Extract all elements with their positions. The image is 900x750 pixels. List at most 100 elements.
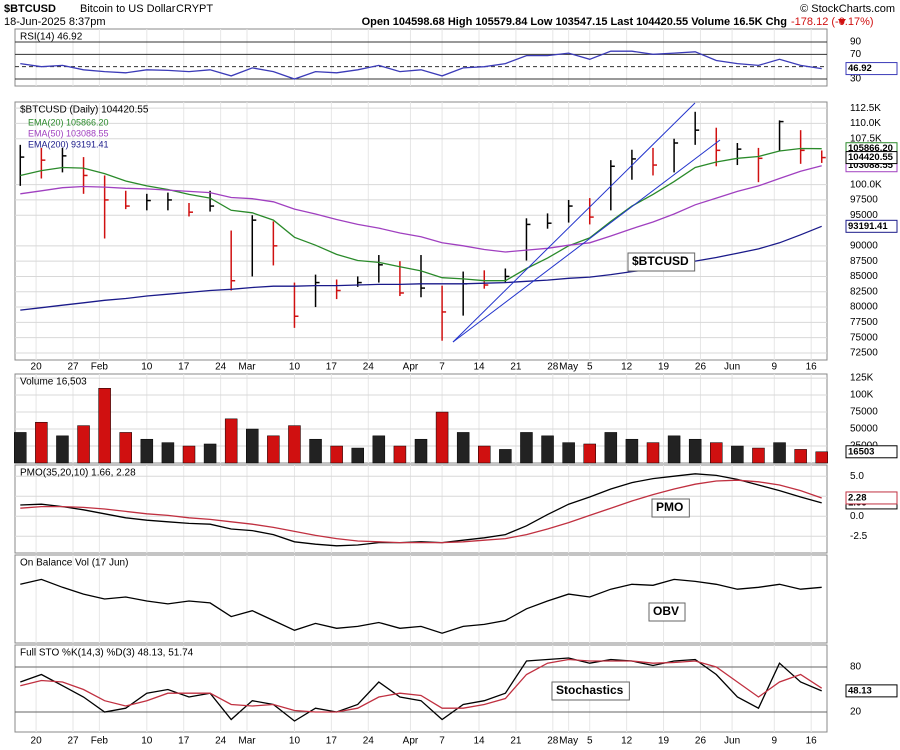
volume-bar — [203, 443, 217, 464]
x-tick-label: 21 — [510, 362, 522, 373]
volume-bar — [752, 447, 765, 464]
y-tick-label: 125K — [850, 373, 874, 384]
last-value-box — [845, 684, 898, 698]
volume-bar — [267, 435, 280, 464]
y-tick-label: 100K — [850, 390, 874, 401]
x-tick-label: 19 — [658, 362, 670, 373]
x-tick-label: 9 — [771, 736, 777, 747]
x-tick-label: 20 — [31, 362, 43, 373]
trend-line — [452, 139, 721, 343]
last-price-box — [845, 151, 898, 165]
y-tick-label: 100.0K — [850, 179, 882, 190]
y-tick-label: 30 — [850, 74, 862, 85]
x-tick-label: Jun — [724, 736, 740, 747]
annotation-box — [627, 252, 696, 272]
volume-bar — [456, 432, 470, 464]
x-tick-label: Apr — [403, 362, 419, 373]
volume-bar — [372, 435, 386, 464]
x-tick-label: 27 — [67, 736, 79, 747]
volume-bar — [688, 438, 702, 464]
volume-bar — [562, 442, 575, 464]
annotation-box — [648, 602, 686, 622]
change: -178.12 (-0.17%) — [791, 16, 874, 28]
exchange: CRYPT — [176, 3, 213, 15]
last-value: 103088.55 — [848, 160, 894, 171]
volume-bar — [161, 442, 175, 464]
x-tick-label: 12 — [621, 362, 633, 373]
y-tick-label: 82500 — [850, 286, 878, 297]
volume-bar — [77, 425, 90, 464]
volume-bar — [414, 438, 428, 464]
volume-bar — [499, 449, 512, 464]
x-tick-label: Feb — [91, 736, 109, 747]
x-tick-label: 24 — [363, 362, 375, 373]
x-tick-label: 5 — [587, 362, 593, 373]
x-tick-label: 10 — [289, 736, 301, 747]
volume-bar — [794, 449, 807, 464]
x-tick-label: 12 — [621, 736, 633, 747]
x-tick-label: Jun — [724, 362, 740, 373]
x-tick-label: May — [559, 362, 578, 373]
last-value-box — [845, 62, 898, 76]
volume-bar — [604, 432, 618, 464]
legend-entry: EMA(20) 105866.20 — [28, 117, 109, 127]
x-tick-label: Mar — [238, 362, 256, 373]
indicator-line — [20, 479, 822, 544]
volume-bar — [625, 438, 639, 464]
x-tick-label: 16 — [806, 362, 818, 373]
indicator-line — [20, 50, 822, 80]
indicator-line — [20, 578, 822, 634]
y-tick-label: 80000 — [850, 302, 878, 313]
y-tick-label: 0.0 — [850, 511, 864, 522]
volume-bar — [224, 418, 238, 464]
panel-frame — [14, 554, 828, 644]
down-arrow — [838, 19, 846, 25]
volume-bar — [309, 438, 322, 464]
annotation: $BTCUSD — [632, 254, 689, 268]
y-tick-label: -2.5 — [850, 531, 868, 542]
indicator-line — [20, 657, 822, 722]
panel-frame — [14, 101, 828, 361]
panel-title: Full STO %K(14,3) %D(3) 48.13, 51.74 — [20, 648, 194, 659]
volume-bar — [98, 388, 111, 464]
x-tick-label: Apr — [403, 736, 419, 747]
x-tick-label: 17 — [326, 362, 338, 373]
x-tick-label: 28 — [547, 736, 559, 747]
volume-bar — [56, 435, 69, 464]
instrument-name: Bitcoin to US Dollar — [80, 3, 176, 15]
last-value: 2.28 — [848, 492, 867, 503]
panel-frame — [14, 28, 828, 87]
x-tick-label: 21 — [510, 736, 522, 747]
y-tick-label: 72500 — [850, 348, 878, 359]
y-tick-label: 80 — [850, 662, 862, 673]
volume-bar — [288, 425, 301, 464]
y-tick-label: 75000 — [850, 407, 878, 418]
last-volume-box — [845, 445, 898, 459]
last-value-box — [845, 219, 898, 233]
volume-bar — [773, 442, 786, 464]
y-tick-label: 95000 — [850, 210, 878, 221]
y-tick-label: 90 — [850, 37, 862, 48]
y-tick-label: 75000 — [850, 332, 878, 343]
x-tick-label: 5 — [587, 736, 593, 747]
x-tick-label: 20 — [31, 736, 43, 747]
panel-frame — [14, 464, 828, 554]
volume-bar — [393, 445, 407, 464]
date: 18-Jun-2025 8:37pm — [4, 16, 106, 28]
panel-title: On Balance Vol (17 Jun) — [20, 558, 128, 569]
y-tick-label: 97500 — [850, 195, 878, 206]
volume-bar — [710, 442, 723, 464]
y-tick-label: 50000 — [850, 424, 878, 435]
y-tick-label: 77500 — [850, 317, 878, 328]
annotation: Stochastics — [556, 683, 624, 697]
last-value: 46.92 — [848, 63, 872, 74]
volume-bar — [731, 445, 744, 464]
panel-title: RSI(14) 46.92 — [20, 32, 83, 43]
volume-bar — [35, 421, 48, 464]
x-tick-label: 17 — [326, 736, 338, 747]
volume-bar — [815, 451, 828, 464]
x-tick-label: 19 — [658, 736, 670, 747]
volume-bar — [667, 435, 681, 464]
volume-bar — [140, 438, 154, 464]
y-tick-label: 5.0 — [850, 471, 864, 482]
